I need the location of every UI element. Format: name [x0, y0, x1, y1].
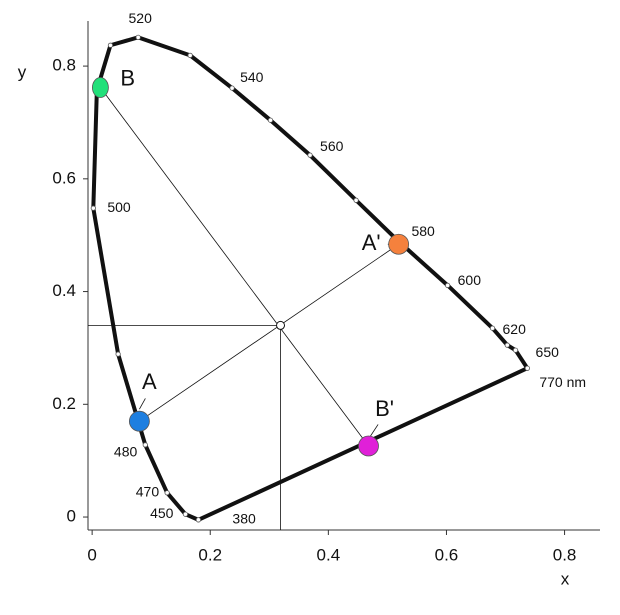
complement-line: [100, 87, 369, 447]
locus-dot: [195, 517, 202, 523]
wavelength-label: 520: [129, 10, 153, 26]
locus-dot: [504, 342, 510, 348]
point-label: A': [362, 230, 381, 255]
x-axis-label: x: [561, 569, 570, 588]
wavelength-label: 620: [503, 321, 527, 337]
white-point: [276, 320, 286, 330]
color-point: [128, 410, 150, 432]
color-point: [92, 77, 109, 98]
y-tick-label: 0.6: [52, 168, 76, 187]
y-tick-label: 0.2: [52, 394, 76, 413]
x-tick-label: 0.8: [553, 545, 577, 564]
x-tick-label: 0.4: [317, 545, 341, 564]
wavelength-label: 770 nm: [539, 374, 586, 390]
locus-dot: [115, 351, 121, 357]
point-leader: [139, 398, 146, 410]
locus-dot: [229, 85, 235, 91]
x-tick-label: 0.2: [198, 545, 222, 564]
y-tick-label: 0: [67, 507, 76, 526]
wavelength-label: 470: [136, 484, 160, 500]
locus-dot: [187, 52, 193, 58]
wavelength-label: 650: [536, 344, 560, 360]
locus-dot: [164, 490, 170, 496]
color-point: [358, 435, 379, 457]
x-tick-label: 0.6: [435, 545, 459, 564]
wavelength-label: 500: [107, 199, 131, 215]
x-tick-label: 0: [87, 545, 96, 564]
locus-dot: [524, 365, 530, 371]
locus-dot: [267, 117, 274, 123]
y-tick-label: 0.8: [52, 56, 76, 75]
y-tick-label: 0.4: [52, 281, 76, 300]
locus-dot: [182, 511, 189, 517]
wavelength-label: 540: [240, 69, 264, 85]
wavelength-label: 560: [320, 138, 344, 154]
locus-dot: [307, 152, 313, 158]
locus-dot: [512, 347, 519, 353]
wavelength-label: 480: [114, 444, 138, 460]
point-leader: [370, 424, 379, 437]
wavelength-label: 600: [458, 272, 482, 288]
locus-dot: [135, 34, 141, 40]
wavelength-label: 450: [150, 505, 174, 521]
locus-dot: [445, 282, 451, 288]
locus-dot: [107, 42, 114, 48]
wavelength-label: 380: [232, 511, 256, 527]
locus-dot: [353, 197, 359, 203]
locus-dot: [90, 205, 96, 211]
point-label: B': [375, 396, 394, 421]
y-axis-label: y: [18, 62, 27, 81]
locus-dot: [489, 325, 496, 331]
wavelength-label: 580: [411, 223, 435, 239]
point-label: A: [142, 369, 157, 394]
color-point: [388, 233, 410, 255]
complement-line: [139, 243, 399, 422]
locus-dot: [142, 442, 148, 448]
point-label: B: [120, 65, 135, 90]
